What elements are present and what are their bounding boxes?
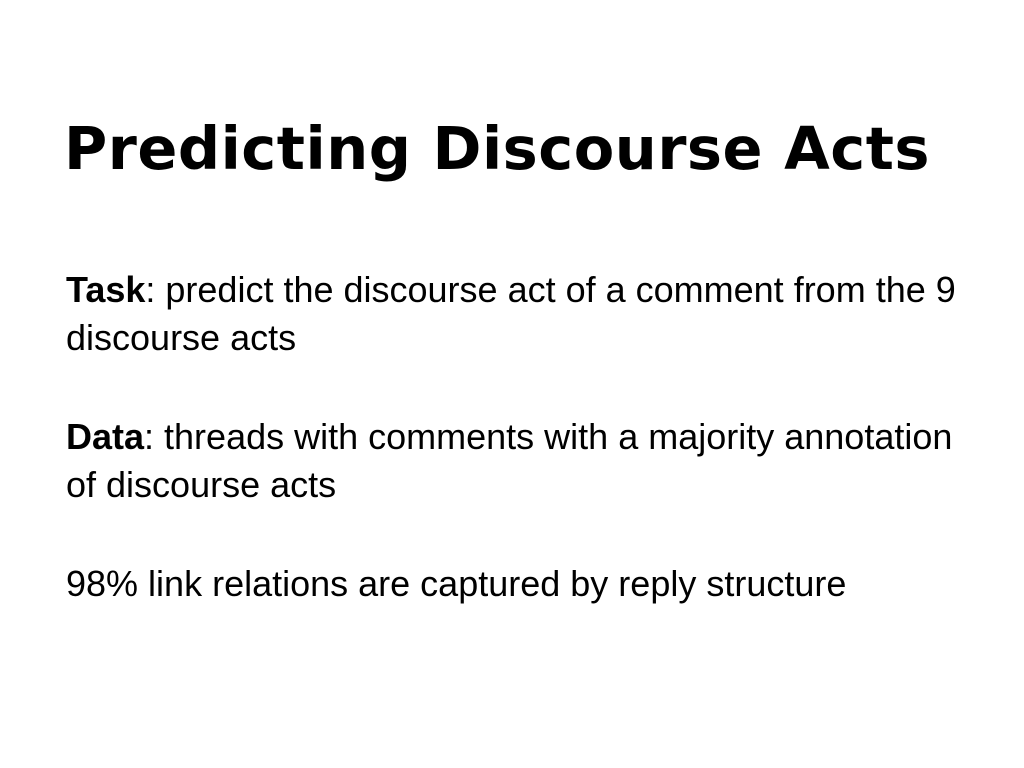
reply-structure-note: 98% link relations are captured by reply… [66, 563, 847, 604]
task-text: : predict the discourse act of a comment… [66, 269, 956, 358]
task-label: Task [66, 269, 146, 310]
data-label: Data [66, 416, 145, 457]
task-paragraph: Task: predict the discourse act of a com… [66, 266, 966, 362]
slide-title: Predicting Discourse Acts [64, 114, 931, 183]
data-text: : threads with comments with a majority … [66, 416, 953, 505]
data-paragraph: Data: threads with comments with a major… [66, 413, 966, 509]
